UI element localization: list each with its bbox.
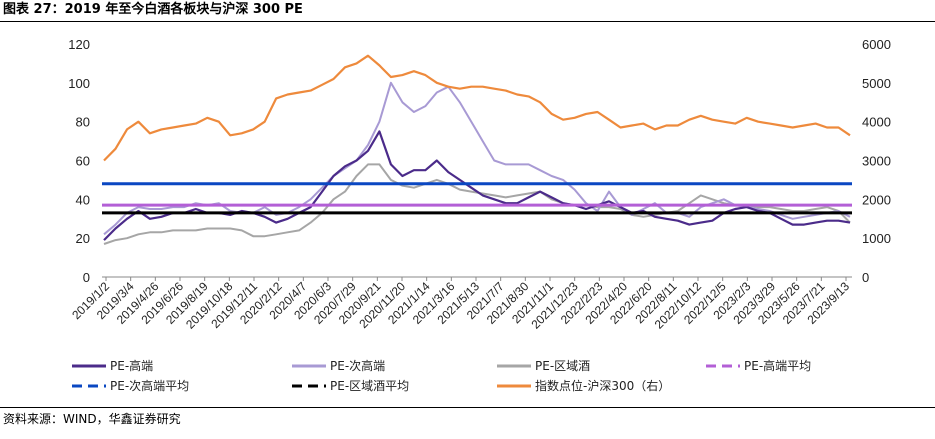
top-rule [0, 21, 935, 22]
y-right-tick-label: 6000 [862, 37, 891, 52]
pe-chart: 0 20 40 60 80 100 120 0 1000 2000 3000 4000 5000 6000… [68, 37, 891, 393]
series-line-1 [103, 81, 851, 236]
y-right-tick-label: 3000 [862, 154, 891, 169]
source-note: 资料来源：WIND，华鑫证券研究 [3, 412, 181, 426]
figure-title: 图表 27：2019 年至今白酒各板块与沪深 300 PE [3, 2, 303, 17]
y-right-tick-label: 2000 [862, 192, 891, 207]
y-right-tick-label: 5000 [862, 76, 891, 91]
y-left-tick-label: 80 [76, 115, 90, 130]
y-left-tick-label: 120 [68, 37, 90, 52]
y-left-tick-label: 60 [76, 154, 90, 169]
legend-label: 指数点位-沪深300（右） [535, 378, 670, 393]
legend-label: PE-区域酒 [535, 359, 590, 373]
y-right-tick-label: 0 [862, 270, 869, 285]
y-right-tick-label: 4000 [862, 115, 891, 130]
legend-label: PE-区域酒平均 [330, 379, 409, 393]
legend-label: PE-高端 [110, 358, 153, 373]
legend-label: PE-次高端 [330, 358, 385, 373]
legend-label: PE-次高端平均 [110, 378, 189, 393]
legend-label: PE-高端平均 [744, 358, 811, 373]
bottom-rule [0, 407, 935, 408]
y-left-tick-label: 100 [68, 76, 90, 91]
series-line-0 [103, 130, 851, 241]
y-left-tick-label: 40 [76, 192, 90, 207]
y-left-tick-label: 20 [76, 231, 90, 246]
y-left-tick-label: 0 [83, 270, 90, 285]
y-right-tick-label: 1000 [862, 231, 891, 246]
series-line-3 [103, 54, 851, 162]
